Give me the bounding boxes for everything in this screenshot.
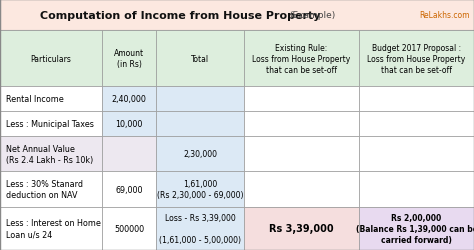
Bar bbox=[244, 172, 359, 207]
Bar bbox=[244, 31, 359, 87]
Text: Less : 30% Stanard
deduction on NAV: Less : 30% Stanard deduction on NAV bbox=[6, 179, 82, 199]
Bar bbox=[102, 87, 156, 112]
Text: Loss - Rs 3,39,000

(1,61,000 - 5,00,000): Loss - Rs 3,39,000 (1,61,000 - 5,00,000) bbox=[159, 213, 241, 244]
Bar bbox=[0, 172, 102, 207]
Bar bbox=[359, 112, 474, 137]
Bar bbox=[0, 31, 102, 87]
Bar bbox=[0, 0, 474, 31]
Bar bbox=[244, 207, 359, 250]
Bar bbox=[156, 31, 244, 87]
Text: 69,000: 69,000 bbox=[115, 185, 143, 194]
Bar bbox=[0, 137, 102, 172]
Text: Rs 3,39,000: Rs 3,39,000 bbox=[269, 224, 334, 234]
Text: (Example): (Example) bbox=[289, 11, 336, 20]
Text: Net Annual Value
(Rs 2.4 Lakh - Rs 10k): Net Annual Value (Rs 2.4 Lakh - Rs 10k) bbox=[6, 144, 93, 164]
Bar bbox=[156, 112, 244, 137]
Text: Budget 2017 Proposal :
Loss from House Property
that can be set-off: Budget 2017 Proposal : Loss from House P… bbox=[367, 44, 465, 74]
Bar bbox=[0, 112, 102, 137]
Bar bbox=[244, 137, 359, 172]
Bar bbox=[102, 31, 156, 87]
Text: Computation of Income from House Property: Computation of Income from House Propert… bbox=[40, 10, 320, 20]
Text: Amount
(in Rs): Amount (in Rs) bbox=[114, 49, 144, 69]
Text: 500000: 500000 bbox=[114, 224, 144, 233]
Bar bbox=[359, 207, 474, 250]
Bar bbox=[244, 87, 359, 112]
Bar bbox=[359, 137, 474, 172]
Bar bbox=[0, 207, 102, 250]
Text: 1,61,000
(Rs 2,30,000 - 69,000): 1,61,000 (Rs 2,30,000 - 69,000) bbox=[157, 179, 244, 199]
Text: Rental Income: Rental Income bbox=[6, 95, 64, 104]
Bar bbox=[102, 137, 156, 172]
Text: Particulars: Particulars bbox=[30, 54, 72, 64]
Bar bbox=[359, 31, 474, 87]
Bar bbox=[244, 112, 359, 137]
Bar bbox=[102, 207, 156, 250]
Text: 10,000: 10,000 bbox=[116, 120, 143, 129]
Text: Less : Municipal Taxes: Less : Municipal Taxes bbox=[6, 120, 93, 129]
Text: Total: Total bbox=[191, 54, 210, 64]
Text: Rs 2,00,000
(Balance Rs 1,39,000 can be
carried forward): Rs 2,00,000 (Balance Rs 1,39,000 can be … bbox=[356, 213, 474, 244]
Text: Less : Interest on Home
Loan u/s 24: Less : Interest on Home Loan u/s 24 bbox=[6, 218, 100, 238]
Bar bbox=[359, 172, 474, 207]
Bar bbox=[156, 87, 244, 112]
Bar bbox=[102, 172, 156, 207]
Bar bbox=[0, 87, 102, 112]
Bar bbox=[359, 87, 474, 112]
Bar bbox=[156, 172, 244, 207]
Text: Existing Rule:
Loss from House Property
that can be set-off: Existing Rule: Loss from House Property … bbox=[253, 44, 351, 74]
Text: 2,40,000: 2,40,000 bbox=[112, 95, 146, 104]
Text: ReLakhs.com: ReLakhs.com bbox=[419, 11, 469, 20]
Bar bbox=[102, 112, 156, 137]
Bar bbox=[156, 207, 244, 250]
Bar bbox=[156, 137, 244, 172]
Text: 2,30,000: 2,30,000 bbox=[183, 150, 217, 159]
